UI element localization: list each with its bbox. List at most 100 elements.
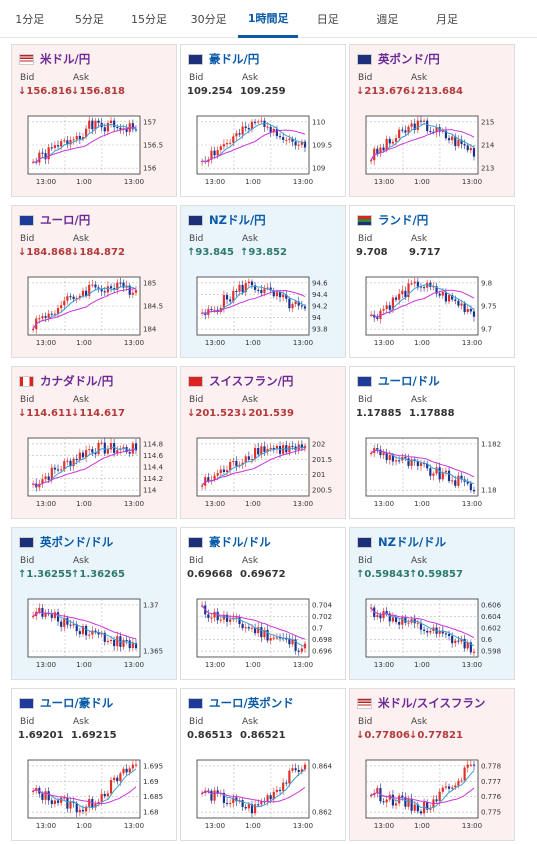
candle [75,298,78,300]
currency-pair-name[interactable]: NZドル/ドル [378,535,447,549]
rate-card[interactable]: 英ポンド/円 Bid Ask ↓213.676 ↓213.684 215 214 21… [349,44,515,197]
candle [394,138,398,142]
candle [451,295,454,300]
candle [370,160,373,162]
candle [44,153,47,160]
candle [235,617,238,619]
currency-pair-name[interactable]: 豪ドル/円 [209,52,260,66]
candle [125,447,128,453]
rate-card[interactable]: 米ドル/円 Bid Ask ↓156.816 ↓156.818 157 156.5 1… [11,44,177,197]
candle [94,284,97,288]
rate-card[interactable]: ユーロ/ドル Bid Ask 1.17885 1.17888 1.182 1.18 1… [349,366,515,519]
rate-card[interactable]: 米ドル/スイスフラン Bid Ask ↓0.77806 ↓0.77821 0.77… [349,688,515,841]
currency-pair-name[interactable]: ユーロ/英ポンド [209,696,294,710]
currency-pair-name[interactable]: ユーロ/円 [40,213,91,227]
currency-pair-name[interactable]: スイスフラン/円 [209,374,294,388]
candle [451,136,454,141]
candle [398,460,401,462]
rate-card[interactable]: 豪ドル/円 Bid Ask 109.254 109.259 110 109.5 109… [180,44,346,197]
candle [382,452,385,456]
candle [435,467,438,474]
candle [407,798,410,807]
candle [444,633,448,635]
candle [294,639,297,651]
bid-label: Bid [189,73,204,83]
rate-card[interactable]: NZドル/ドル Bid Ask ↑0.59843 ↑0.59857 0.606 0.… [349,527,515,680]
tab-5[interactable]: 日足 [316,13,339,26]
candle [376,317,379,319]
candle [432,286,435,288]
currency-pair-name[interactable]: 米ドル/スイスフラン [378,696,486,710]
candle [416,622,419,624]
candle [207,614,210,618]
currency-pair-name[interactable]: カナダドル/円 [40,374,114,388]
price-chart: 9.8 9.75 9.7 13:00 1:00 13:00 [365,276,497,347]
candle [423,287,426,289]
tab-4[interactable]: 1時間足 [238,0,298,38]
candle [391,297,395,310]
rate-card[interactable]: ランド/円 Bid Ask 9.708 9.717 9.8 9.75 9.7 13:00… [349,205,515,358]
currency-pair-name[interactable]: 豪ドル/ドル [209,535,271,549]
rate-card[interactable]: ユーロ/英ポンド Bid Ask 0.86513 0.86521 0.864 0.8… [180,688,346,841]
currency-pair-name[interactable]: ランド/円 [378,213,429,227]
x-tick-label: 13:00 [462,822,482,830]
candle [109,780,113,794]
candle [131,643,134,649]
rate-card[interactable]: ユーロ/豪ドル Bid Ask 1.69201 1.69215 1.695 1.69… [11,688,177,841]
candle [131,764,134,769]
candle [454,640,457,644]
candle [134,443,138,451]
candle [32,329,35,331]
y-tick-label: 94.4 [312,291,328,299]
candle [56,145,60,147]
currency-pair-name[interactable]: ユーロ/豪ドル [40,696,114,710]
moving-average-line [32,288,137,330]
candle [94,803,97,808]
currency-pair-name[interactable]: 米ドル/円 [40,52,91,66]
x-tick-label: 13:00 [374,339,394,347]
x-tick-label: 13:00 [293,500,313,508]
candle [472,764,476,766]
candle [391,141,395,144]
candle [441,291,444,296]
candle [385,452,388,460]
currency-pair-name[interactable]: NZドル/円 [209,213,266,227]
rate-card[interactable]: NZドル/円 Bid Ask ↑93.845 ↑93.852 94.6 94.4 94… [180,205,346,358]
currency-pair-name[interactable]: 英ポンド/円 [378,52,440,66]
candle [460,780,463,782]
candle [113,120,116,128]
candle [97,632,100,635]
candle [404,290,407,298]
candle [41,316,44,319]
candle [222,144,226,147]
currency-pair-name[interactable]: 英ポンド/ドル [40,535,114,549]
tab-3[interactable]: 30分足 [190,13,227,26]
rate-card[interactable]: 豪ドル/ドル Bid Ask 0.69668 0.69672 0.704 0.702… [180,527,346,680]
moving-average-line [201,446,306,487]
candle [266,126,269,128]
currency-flag-icon [19,214,34,226]
candle [260,290,263,294]
tab-7[interactable]: 月足 [435,13,458,26]
candle [404,130,407,133]
rate-card[interactable]: 英ポンド/ドル Bid Ask ↑1.36255 ↑1.36265 1.37 1.3… [11,527,177,680]
candle [466,145,469,151]
card-header: ユーロ/ドル [357,374,440,388]
price-chart: 215 214 213 13:00 1:00 13:00 [365,115,495,186]
tab-1[interactable]: 5分足 [74,13,104,26]
rate-card[interactable]: カナダドル/円 Bid Ask ↓114.611 ↓114.617 114.8 11… [11,366,177,519]
rate-card[interactable]: スイスフラン/円 Bid Ask ↓201.523 ↓201.539 202 201… [180,366,346,519]
candle [119,127,122,130]
candle [404,457,407,459]
tab-2[interactable]: 15分足 [130,13,167,26]
currency-pair-name[interactable]: ユーロ/ドル [378,374,440,388]
candle [275,789,279,792]
tab-6[interactable]: 週足 [376,13,399,26]
y-tick-label: 0.775 [481,809,501,817]
tab-0[interactable]: 1分足 [15,13,45,26]
rate-card[interactable]: ユーロ/円 Bid Ask ↓184.868 ↓184.872 185 184.5 1… [11,205,177,358]
candle [225,614,229,622]
candle [263,288,266,294]
candle [56,800,60,803]
bid-label: Bid [20,556,35,566]
